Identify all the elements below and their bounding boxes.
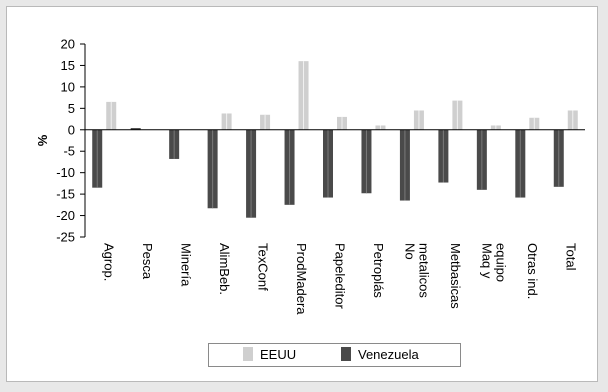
x-tick-label: Maq y equipo <box>479 243 508 282</box>
x-tick-label: No metalicos <box>402 243 431 298</box>
x-tick-label-line: AlimBeb. <box>217 243 232 295</box>
x-tick-label: Otras ind. <box>525 243 540 299</box>
x-tick-label-line: Metbasicas <box>448 243 463 309</box>
x-tick-label: Pesca <box>140 243 155 280</box>
x-tick-label: Metbasicas <box>448 243 463 309</box>
x-tick-label: Papeleditor <box>333 243 348 309</box>
legend-swatch-venezuela <box>341 347 351 361</box>
y-tick-label: -5 <box>63 144 75 159</box>
x-tick-label: Petroplás <box>371 243 386 298</box>
x-tick-label: Total <box>563 243 578 271</box>
y-tick-label: -20 <box>56 208 75 223</box>
bar-venezuela-2 <box>130 128 141 130</box>
legend-label-eeuu: EEUU <box>260 347 297 362</box>
x-tick-label: AlimBeb. <box>217 243 232 295</box>
legend: EEUU Venezuela <box>208 343 461 367</box>
x-tick-label-line: metalicos <box>416 243 431 298</box>
x-tick-label-line: Maq y <box>479 243 494 279</box>
x-tick-label-line: Papeleditor <box>333 243 348 309</box>
x-tick-label-line: TexConf <box>256 243 271 291</box>
x-tick-label-line: Agrop. <box>102 243 117 281</box>
x-tick-label-line: Pesca <box>140 243 155 280</box>
y-tick-label: 0 <box>68 122 75 137</box>
y-tick-label: 10 <box>61 79 75 94</box>
x-tick-label-line: Otras ind. <box>525 243 540 299</box>
y-axis-ticks: 20 15 10 5 0 -5 -10 -15 -20 -25 <box>56 37 85 245</box>
y-tick-label: -15 <box>56 187 75 202</box>
x-axis-ticks: Agrop. Pesca Minería AlimBeb. TexConf ProdMad… <box>102 243 579 315</box>
y-tick-label: -10 <box>56 165 75 180</box>
legend-item-eeuu: EEUU <box>243 347 296 362</box>
x-tick-label: TexConf <box>256 243 271 291</box>
x-tick-label-line: equipo <box>493 243 508 282</box>
y-axis-label: % <box>35 134 50 146</box>
x-tick-label-line: Total <box>563 243 578 271</box>
legend-swatch-eeuu <box>243 347 253 361</box>
axes <box>84 44 585 237</box>
x-tick-label: ProdMadera <box>294 243 309 315</box>
y-tick-label: -25 <box>56 230 75 245</box>
y-tick-label: 20 <box>61 37 75 52</box>
x-tick-label-line: Petroplás <box>371 243 386 298</box>
x-tick-label: Minería <box>179 243 194 287</box>
x-tick-label-line: Minería <box>179 243 194 287</box>
legend-label-venezuela: Venezuela <box>358 347 419 362</box>
x-tick-label: Agrop. <box>102 243 117 281</box>
y-tick-label: 15 <box>61 58 75 73</box>
legend-item-venezuela: Venezuela <box>341 347 419 362</box>
x-tick-label-line: ProdMadera <box>294 243 309 315</box>
bar-marks <box>92 61 578 218</box>
y-tick-label: 5 <box>68 101 75 116</box>
x-tick-label-line: No <box>402 243 417 260</box>
